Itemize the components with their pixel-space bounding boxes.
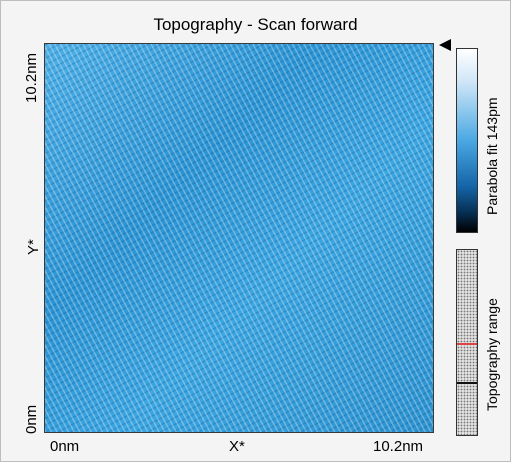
range-upper-marker[interactable] (457, 343, 477, 345)
scan-line-marker-icon[interactable] (439, 39, 451, 51)
colorbar (456, 48, 478, 233)
colorbar-label: Parabola fit 143pm (484, 97, 500, 215)
y-axis-label: Y* (25, 239, 42, 255)
x-axis-label: X* (229, 438, 245, 455)
window-title: Topography - Scan forward (153, 15, 358, 34)
x-axis-min-label: 0nm (50, 438, 80, 455)
range-bar-label: Topography range (484, 298, 500, 411)
x-axis-max-label: 10.2nm (373, 438, 424, 455)
y-axis-min-label: 0nm (23, 404, 40, 434)
topography-image[interactable] (44, 43, 434, 433)
topography-range-bar[interactable] (456, 249, 478, 436)
y-axis-max-label: 10.2nm (23, 52, 40, 103)
range-lower-marker[interactable] (457, 382, 477, 384)
